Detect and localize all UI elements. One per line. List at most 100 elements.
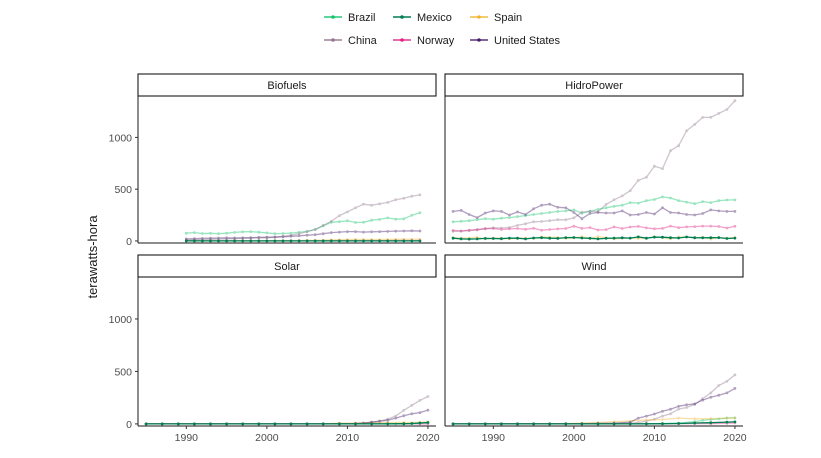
data-point [354, 221, 357, 224]
data-point [484, 423, 487, 426]
facet-panels: Biofuels05001000HidroPowerSolar050010001… [109, 74, 747, 444]
data-point [605, 228, 608, 231]
data-point [597, 238, 600, 241]
data-point [564, 236, 567, 239]
data-point [669, 412, 672, 415]
data-point [677, 144, 680, 147]
legend-label: United States [494, 35, 561, 47]
data-point [701, 399, 704, 402]
data-point [637, 225, 640, 228]
data-point [645, 237, 648, 240]
data-point [589, 212, 592, 215]
data-point [500, 423, 503, 426]
data-point [629, 237, 632, 240]
data-point [370, 240, 373, 243]
data-point [613, 423, 616, 426]
series-line [453, 101, 735, 232]
data-point [556, 218, 559, 221]
legend-item-china: China [324, 35, 378, 47]
data-point [629, 189, 632, 192]
data-point [645, 419, 648, 422]
data-point [573, 211, 576, 214]
data-point [709, 116, 712, 119]
data-point [532, 237, 535, 240]
data-point [362, 221, 365, 224]
data-point [217, 237, 220, 240]
data-point [402, 422, 405, 425]
data-point [621, 195, 624, 198]
data-point [564, 210, 567, 213]
y-tick-label: 1000 [109, 132, 133, 144]
data-point [298, 234, 301, 237]
data-point [677, 237, 680, 240]
data-point [613, 198, 616, 201]
data-point [484, 212, 487, 215]
data-point [613, 205, 616, 208]
y-tick-label: 500 [114, 366, 132, 378]
data-point [217, 232, 220, 235]
data-point [476, 228, 479, 231]
data-point [209, 232, 212, 235]
data-point [605, 237, 608, 240]
data-point [386, 240, 389, 243]
data-point [419, 230, 422, 233]
data-point [661, 196, 664, 199]
data-point [346, 240, 349, 243]
data-point [701, 236, 704, 239]
data-point [460, 238, 463, 241]
data-point [476, 216, 479, 219]
data-point [468, 219, 471, 222]
data-point [669, 211, 672, 214]
data-point [717, 394, 720, 397]
data-point [621, 204, 624, 207]
data-point [677, 405, 680, 408]
data-point [394, 230, 397, 233]
data-point [322, 232, 325, 235]
data-point [386, 217, 389, 220]
data-point [241, 423, 244, 426]
data-point [410, 422, 413, 425]
data-point [266, 240, 269, 243]
series-norway [452, 225, 737, 233]
x-tick-label: 2010 [336, 432, 360, 444]
data-point [645, 176, 648, 179]
data-point [669, 408, 672, 411]
data-point [484, 227, 487, 230]
x-tick-label: 2010 [643, 432, 667, 444]
data-point [734, 421, 737, 424]
data-point [717, 236, 720, 239]
legend-item-spain: Spain [470, 12, 522, 24]
data-point [726, 237, 729, 240]
data-point [362, 240, 365, 243]
data-point [274, 423, 277, 426]
data-point [282, 235, 285, 238]
data-point [516, 227, 519, 230]
data-point [532, 423, 535, 426]
data-point [621, 236, 624, 239]
data-point [516, 215, 519, 218]
data-point [685, 406, 688, 409]
data-point [427, 409, 430, 412]
data-point [274, 236, 277, 239]
data-point [233, 237, 236, 240]
panel-hidropower: HidroPower [445, 74, 743, 243]
data-point [492, 237, 495, 240]
data-point [726, 199, 729, 202]
data-point [653, 413, 656, 416]
data-point [225, 240, 228, 243]
data-point [370, 219, 373, 222]
data-point [378, 420, 381, 423]
series-line [146, 410, 428, 424]
data-point [709, 209, 712, 212]
data-point [354, 240, 357, 243]
data-point [540, 212, 543, 215]
data-point [734, 225, 737, 228]
data-point [661, 410, 664, 413]
data-point [548, 211, 551, 214]
data-point [452, 237, 455, 240]
data-point [402, 230, 405, 233]
data-point [677, 422, 680, 425]
data-point [338, 240, 341, 243]
data-point [306, 423, 309, 426]
